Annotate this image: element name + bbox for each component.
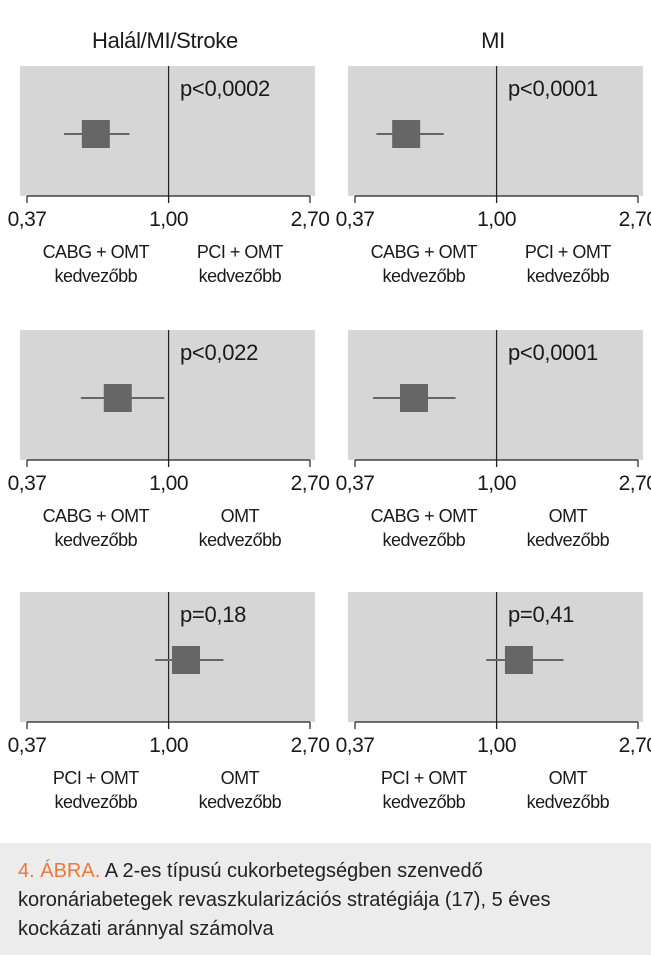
p-value-label: p<0,022 xyxy=(180,340,259,365)
plot-panel xyxy=(348,592,643,722)
favors-left-line1: CABG + OMT xyxy=(370,242,478,262)
favors-right-line1: PCI + OMT xyxy=(524,242,612,262)
plot-panel xyxy=(20,330,315,460)
x-tick-label: 0,37 xyxy=(7,472,47,495)
x-tick-label: 0,37 xyxy=(335,734,375,757)
caption-text: A 2-es típusú cukorbetegségben szenvedő … xyxy=(18,860,551,940)
plot-panel xyxy=(20,66,315,196)
favors-left-line1: PCI + OMT xyxy=(380,768,468,788)
favors-left-line2: kedvezőbb xyxy=(382,792,466,812)
x-tick-label: 1,00 xyxy=(149,472,188,495)
x-tick-label: 1,00 xyxy=(477,734,516,757)
x-tick-label: 0,37 xyxy=(7,208,47,231)
favors-left-line1: CABG + OMT xyxy=(42,242,150,262)
x-tick-label: 2,70 xyxy=(290,208,330,231)
favors-left-line1: CABG + OMT xyxy=(370,506,478,526)
x-tick-label: 2,70 xyxy=(618,472,651,495)
caption-box: 4. ÁBRA. A 2-es típusú cukorbetegségben … xyxy=(0,843,651,955)
x-tick-label: 2,70 xyxy=(290,734,330,757)
p-value-label: p=0,41 xyxy=(508,602,575,627)
favors-left-line1: CABG + OMT xyxy=(42,506,150,526)
favors-right-line2: kedvezőbb xyxy=(526,266,610,286)
favors-right-line1: OMT xyxy=(220,506,260,526)
favors-right-line2: kedvezőbb xyxy=(526,530,610,550)
favors-left-line2: kedvezőbb xyxy=(382,530,466,550)
column-title-left: Halál/MI/Stroke xyxy=(92,28,238,53)
favors-left-line2: kedvezőbb xyxy=(54,792,138,812)
x-tick-label: 0,37 xyxy=(335,472,375,495)
x-tick-label: 0,37 xyxy=(335,208,375,231)
x-tick-label: 1,00 xyxy=(149,734,188,757)
favors-right-line1: PCI + OMT xyxy=(196,242,284,262)
p-value-label: p=0,18 xyxy=(180,602,247,627)
favors-right-line2: kedvezőbb xyxy=(526,792,610,812)
favors-right-line1: OMT xyxy=(548,506,588,526)
favors-right-line2: kedvezőbb xyxy=(198,530,282,550)
favors-left-line2: kedvezőbb xyxy=(54,530,138,550)
x-tick-label: 2,70 xyxy=(618,734,651,757)
column-title-right: MI xyxy=(481,28,505,53)
x-tick-label: 0,37 xyxy=(7,734,47,757)
x-tick-label: 1,00 xyxy=(477,472,516,495)
figure-caption: 4. ÁBRA. A 2-es típusú cukorbetegségben … xyxy=(18,857,633,944)
favors-right-line2: kedvezőbb xyxy=(198,266,282,286)
plot-panel xyxy=(348,330,643,460)
favors-left-line2: kedvezőbb xyxy=(382,266,466,286)
caption-lead: 4. ÁBRA. xyxy=(18,860,101,882)
x-tick-label: 2,70 xyxy=(290,472,330,495)
x-tick-label: 1,00 xyxy=(477,208,516,231)
favors-right-line1: OMT xyxy=(548,768,588,788)
p-value-label: p<0,0001 xyxy=(508,340,598,365)
x-tick-label: 2,70 xyxy=(618,208,651,231)
favors-left-line1: PCI + OMT xyxy=(52,768,140,788)
favors-right-line1: OMT xyxy=(220,768,260,788)
plot-panel xyxy=(20,592,315,722)
favors-right-line2: kedvezőbb xyxy=(198,792,282,812)
favors-left-line2: kedvezőbb xyxy=(54,266,138,286)
x-tick-label: 1,00 xyxy=(149,208,188,231)
p-value-label: p<0,0002 xyxy=(180,76,270,101)
plot-panel xyxy=(348,66,643,196)
p-value-label: p<0,0001 xyxy=(508,76,598,101)
